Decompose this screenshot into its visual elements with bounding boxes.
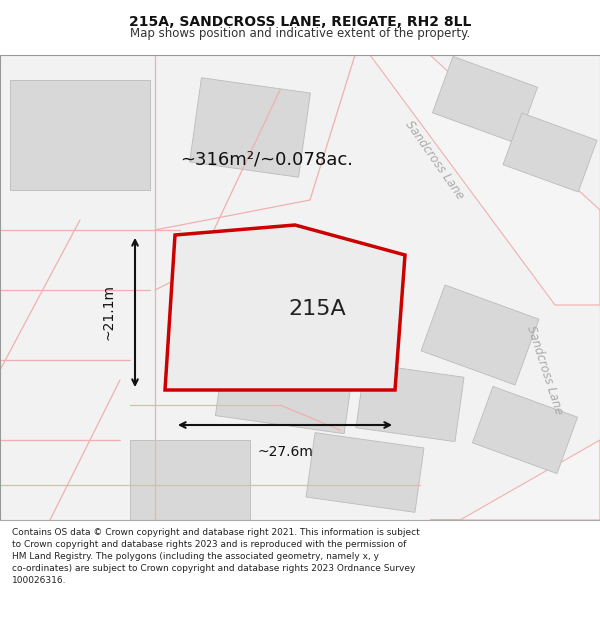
FancyBboxPatch shape [433,56,538,144]
FancyBboxPatch shape [356,363,464,442]
FancyBboxPatch shape [130,440,250,520]
Text: Sandcross Lane: Sandcross Lane [524,324,566,416]
FancyBboxPatch shape [306,432,424,512]
Text: 215A: 215A [288,299,346,319]
Text: Contains OS data © Crown copyright and database right 2021. This information is : Contains OS data © Crown copyright and d… [12,528,420,584]
FancyBboxPatch shape [185,232,315,328]
Polygon shape [165,225,405,390]
Text: 215A, SANDCROSS LANE, REIGATE, RH2 8LL: 215A, SANDCROSS LANE, REIGATE, RH2 8LL [129,16,471,29]
FancyBboxPatch shape [10,80,150,190]
FancyBboxPatch shape [190,78,310,178]
Text: ~316m²/~0.078ac.: ~316m²/~0.078ac. [181,151,353,169]
Text: Sandcross Lane: Sandcross Lane [403,118,467,202]
Polygon shape [430,440,600,520]
Text: ~27.6m: ~27.6m [257,445,313,459]
Bar [0,55,600,520]
FancyBboxPatch shape [503,113,597,192]
Text: Map shows position and indicative extent of the property.: Map shows position and indicative extent… [130,27,470,39]
FancyBboxPatch shape [215,341,355,434]
FancyBboxPatch shape [472,386,578,474]
Text: ~21.1m: ~21.1m [101,284,115,341]
FancyBboxPatch shape [421,285,539,385]
Polygon shape [355,55,600,305]
